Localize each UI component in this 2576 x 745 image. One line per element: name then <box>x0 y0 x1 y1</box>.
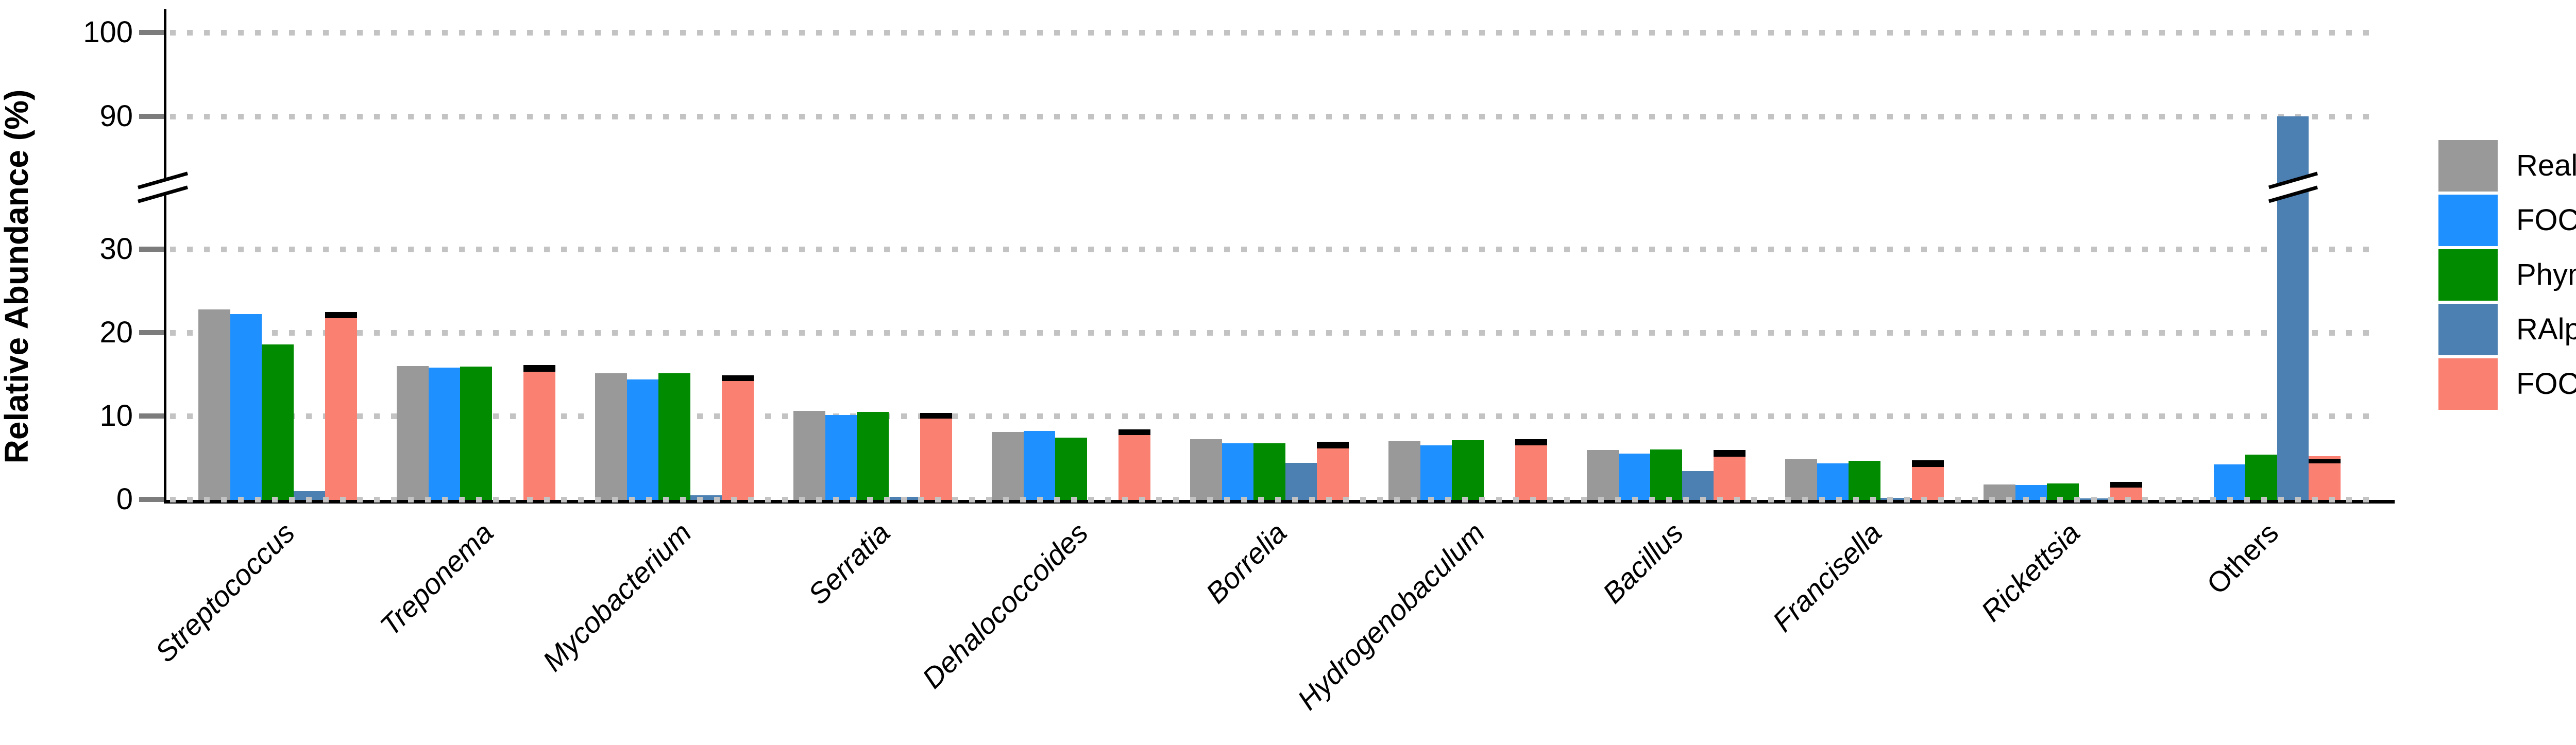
legend-label: PhymmBL <box>2516 258 2576 291</box>
y-tick-label: 0 <box>116 482 133 516</box>
x-category-label: Hydrogenobaculum <box>1291 516 1492 716</box>
bar-phymmbl <box>1650 449 1682 500</box>
bar-phymmbl <box>658 373 690 500</box>
error-bar-cap <box>2110 481 2142 488</box>
bar-phymmbl <box>857 411 889 500</box>
error-bar-gap <box>2309 456 2341 460</box>
bar-focus-mean- <box>523 372 555 500</box>
bar-real <box>1388 441 1420 500</box>
bar-phymmbl <box>460 367 492 500</box>
bar-real <box>1190 439 1222 500</box>
bar-real <box>397 366 429 500</box>
x-category-label: Others <box>2200 516 2285 601</box>
y-tick <box>139 30 164 35</box>
bar-phymmbl <box>1055 438 1087 500</box>
error-bar-cap <box>325 311 357 319</box>
bar-focus <box>626 379 658 500</box>
bar-phymmbl <box>262 344 294 500</box>
y-tick-label: 100 <box>83 15 133 49</box>
legend-swatch-phymmbl <box>2438 249 2498 301</box>
legend-swatch-ralphy <box>2438 304 2498 355</box>
bar-focus-mean- <box>1515 445 1547 500</box>
y-tick-label: 10 <box>99 399 133 432</box>
bar-focus-mean- <box>325 318 357 500</box>
bar-ralphy <box>1285 462 1317 500</box>
x-category-label: Francisella <box>1766 516 1888 638</box>
legend-label: FOCUS <box>2516 203 2576 237</box>
bar-focus-mean- <box>1118 435 1150 500</box>
bar-focus <box>825 415 857 500</box>
y-tick <box>139 330 164 335</box>
x-category-label: Serratia <box>801 516 896 611</box>
y-tick-label: 30 <box>99 232 133 266</box>
error-bar-cap <box>1317 442 1349 449</box>
gridline-zero <box>170 497 2371 503</box>
bar-real <box>198 309 230 500</box>
bar-real <box>595 373 627 500</box>
bar-focus <box>1420 445 1452 500</box>
y-tick <box>139 247 164 252</box>
bar-ralphy <box>2277 116 2309 500</box>
y-axis-line <box>164 9 166 501</box>
bar-real <box>1785 459 1817 500</box>
bar-focus-mean- <box>1317 448 1349 500</box>
x-category-label: Streptococcus <box>148 516 301 669</box>
error-bar-cap <box>1714 450 1745 457</box>
bar-focus-mean- <box>722 380 754 500</box>
gridline <box>170 413 2371 419</box>
bar-focus <box>1222 443 1253 500</box>
bar-focus <box>1817 463 1849 500</box>
legend-label: RAlphy <box>2516 313 2576 346</box>
error-bar-cap <box>523 365 555 372</box>
gridline <box>170 114 2371 119</box>
gridline <box>170 247 2371 252</box>
bar-focus <box>1023 431 1055 500</box>
y-tick-label: 20 <box>99 316 133 349</box>
bar-real <box>793 411 825 500</box>
x-category-label: Treponema <box>373 516 500 642</box>
x-category-label: Dehalococcoides <box>916 516 1095 695</box>
bar-focus-mean- <box>1912 466 1944 500</box>
bar-focus <box>2213 464 2245 500</box>
bar-ralphy <box>1682 471 1714 500</box>
bar-real <box>992 431 1024 500</box>
bar-focus-mean- <box>2309 462 2341 500</box>
y-tick <box>139 413 164 419</box>
error-bar-lower-cap <box>2309 461 2341 464</box>
error-bar-cap <box>722 375 754 381</box>
y-tick-label: 90 <box>99 99 133 133</box>
bar-real <box>1587 450 1619 500</box>
x-category-label: Rickettsia <box>1974 516 2087 628</box>
x-category-label: Bacillus <box>1596 516 1690 610</box>
bar-focus <box>230 314 262 500</box>
error-bar-cap <box>1515 439 1547 445</box>
error-bar-cap <box>1912 460 1944 467</box>
bar-focus-mean- <box>920 418 952 500</box>
legend-label: FOCUS (mean) <box>2516 367 2576 401</box>
error-bar-cap <box>1118 429 1150 436</box>
bar-focus <box>1618 453 1650 500</box>
y-tick <box>139 114 164 119</box>
legend-swatch-real <box>2438 140 2498 192</box>
x-category-label: Borrelia <box>1199 516 1293 610</box>
bar-focus <box>428 368 460 500</box>
bar-phymmbl <box>1849 461 1880 500</box>
legend-swatch-focus-mean- <box>2438 358 2498 410</box>
y-tick <box>139 497 164 502</box>
gridline <box>170 330 2371 336</box>
error-bar-cap <box>920 412 952 419</box>
bar-phymmbl <box>1452 440 1484 500</box>
bar-phymmbl <box>2245 454 2277 500</box>
x-category-label: Mycobacterium <box>536 516 698 678</box>
y-axis-title: Relative Abundance (%) <box>0 89 35 464</box>
gridline <box>170 30 2371 36</box>
legend-label: Real <box>2516 149 2576 182</box>
bar-phymmbl <box>1253 443 1285 500</box>
bar-focus-mean- <box>1714 457 1745 500</box>
legend-swatch-focus <box>2438 195 2498 246</box>
